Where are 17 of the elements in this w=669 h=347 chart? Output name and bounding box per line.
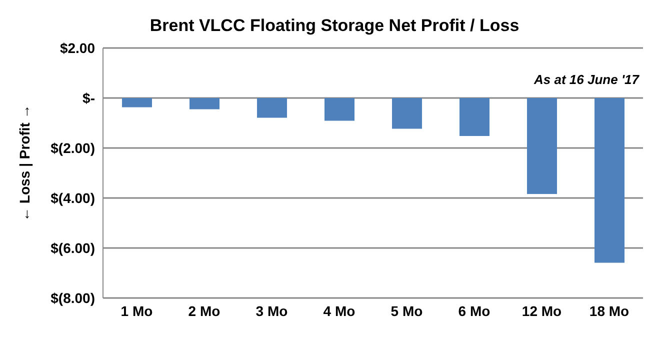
y-tick-label: $2.00 bbox=[60, 40, 96, 56]
chart-title: Brent VLCC Floating Storage Net Profit / Loss bbox=[148, 16, 520, 36]
x-tick-label: 6 Mo bbox=[458, 302, 490, 319]
x-tick-label: 5 Mo bbox=[390, 302, 423, 319]
y-tick-label: $(6.00) bbox=[50, 240, 95, 256]
x-tick-label: 12 Mo bbox=[522, 302, 562, 319]
y-tick-label: $(2.00) bbox=[50, 140, 95, 156]
x-tick-label: 3 Mo bbox=[256, 302, 288, 319]
annotation: As at 16 June '17 bbox=[534, 72, 639, 87]
y-tick-label: $(8.00) bbox=[50, 290, 95, 306]
x-tick-label: 1 Mo bbox=[120, 302, 153, 319]
x-tick-label: 4 Mo bbox=[323, 302, 356, 319]
x-tick-label: 18 Mo bbox=[589, 302, 630, 319]
y-axis-title: ← Loss | Profit → bbox=[16, 104, 32, 222]
y-tick-label: $- bbox=[82, 90, 96, 106]
x-tick-label: 2 Mo bbox=[188, 302, 220, 319]
y-tick-label: $(4.00) bbox=[50, 190, 95, 206]
